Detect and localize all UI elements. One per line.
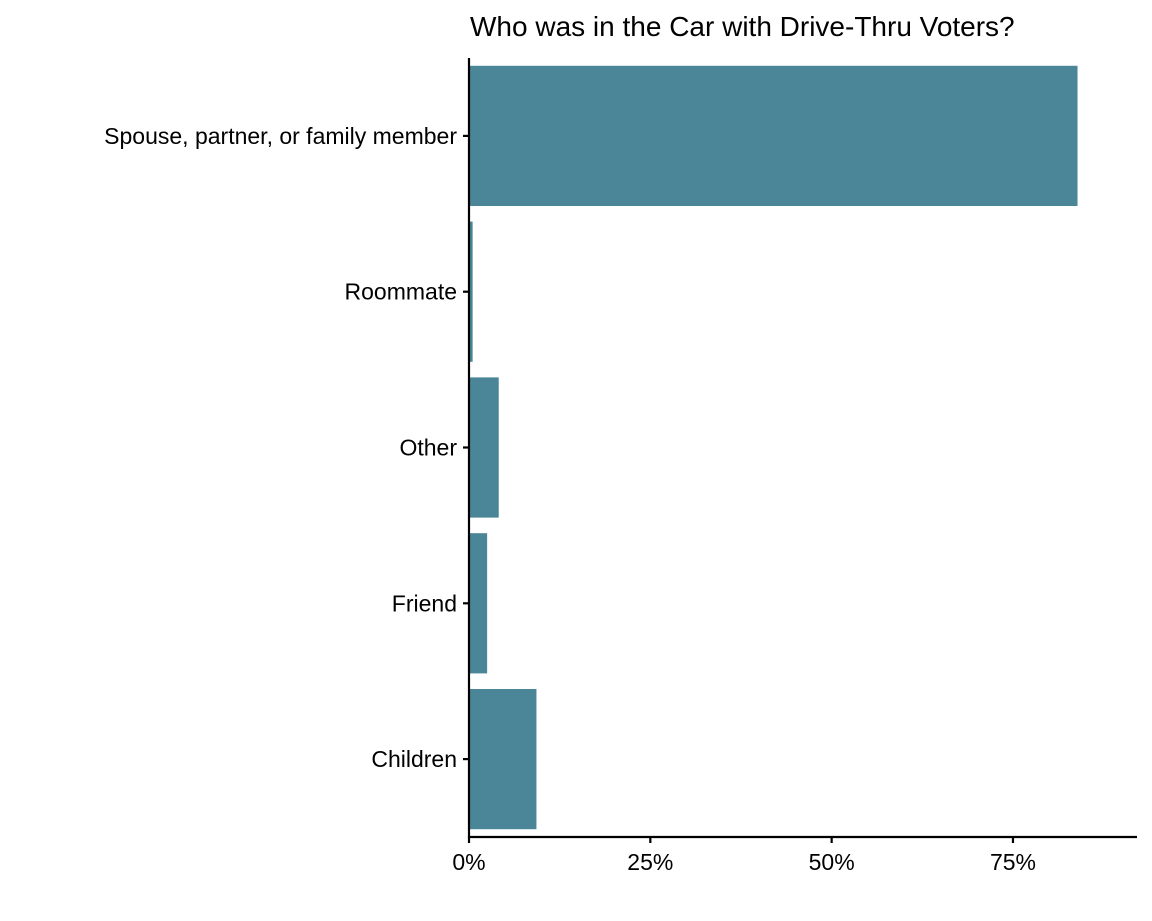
chart-title: Who was in the Car with Drive-Thru Voter…	[470, 11, 1015, 42]
bar-2	[469, 377, 499, 518]
bar-0	[469, 65, 1078, 207]
y-tick-label: Other	[399, 435, 457, 461]
y-axis-ticks: Spouse, partner, or family member Roommat…	[104, 123, 469, 772]
bars-group	[469, 65, 1078, 830]
x-tick-label: 25%	[627, 849, 673, 875]
y-tick-label: Children	[371, 746, 457, 772]
bar-3	[469, 533, 488, 674]
x-tick-label: 50%	[809, 849, 855, 875]
x-tick-label: 75%	[990, 849, 1036, 875]
y-tick-label: Friend	[392, 590, 457, 616]
y-tick-label: Roommate	[345, 279, 457, 305]
bar-4	[469, 688, 537, 830]
y-tick-label: Spouse, partner, or family member	[104, 123, 457, 149]
bar-1	[469, 221, 473, 362]
x-axis-ticks: 0% 25% 50% 75%	[452, 837, 1036, 875]
x-tick-label: 0%	[452, 849, 485, 875]
